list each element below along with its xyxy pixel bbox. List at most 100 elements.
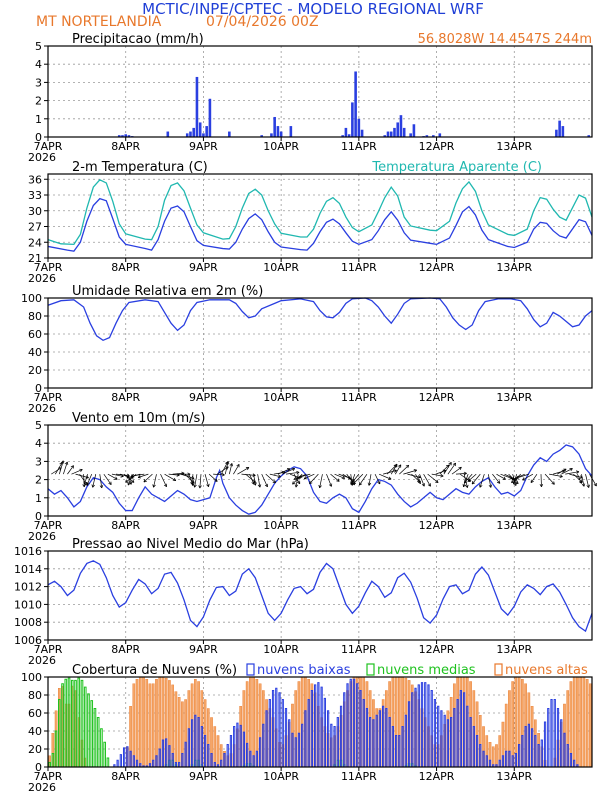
wind-arrowhead [440, 474, 444, 478]
apparent-temp-line [47, 178, 593, 246]
temp-xtick-label: 7APR [34, 261, 63, 274]
pressure-frame [47, 550, 593, 641]
pressure-xtick-label: 7APR [34, 643, 63, 656]
wind-arrow [447, 462, 456, 475]
precip-ytick-label: 1 [35, 113, 42, 126]
temp-year-label: 2026 [28, 272, 56, 285]
wind-arrow [431, 473, 444, 477]
precip-bar [189, 131, 192, 137]
clouds-ytick-label: 80 [28, 689, 42, 702]
wind-arrowhead [569, 468, 573, 472]
pressure-line [47, 560, 593, 633]
wind-arrow [83, 474, 85, 487]
wind-arrow [253, 474, 256, 486]
high-cloud-bar [511, 681, 514, 768]
clouds-xtick-label: 10APR [263, 770, 299, 783]
precip-bar [260, 135, 264, 137]
pressure-ytick-label: 1010 [14, 598, 42, 611]
wind-arrowhead [221, 473, 225, 477]
wind-arrow [54, 462, 63, 475]
clouds-ytick-label: 60 [28, 707, 42, 720]
wind-xtick-label: 10APR [263, 519, 299, 532]
wind-arrowhead [79, 468, 83, 473]
temp-ytick-label: 36 [28, 173, 42, 186]
wind-arrowhead [225, 461, 230, 465]
wind-arrow [565, 471, 580, 475]
wind-arrowhead [299, 474, 303, 479]
wind-arrow [435, 470, 446, 475]
wind-arrowhead [286, 468, 291, 472]
wind-ytick-label: 4 [35, 437, 42, 450]
clouds-title: Cobertura de Nuvens (%) [72, 663, 237, 678]
rh-title: Umidade Relativa em 2m (%) [72, 284, 263, 299]
wind-arrowhead [413, 469, 418, 473]
precip-bar [228, 131, 231, 137]
precip-bar [402, 127, 406, 137]
wind-arrowhead [551, 481, 555, 485]
mid-cloud-bar [100, 728, 103, 768]
wind-arrow [399, 464, 409, 475]
clouds-frame [47, 676, 593, 768]
wind-arrow [92, 474, 97, 488]
precip-bar [412, 124, 416, 137]
wind-xtick-label: 13APR [496, 519, 532, 532]
mid-cloud-bar [93, 708, 97, 768]
high-cloud-bar [132, 683, 136, 768]
wind-arrow [463, 473, 473, 484]
precip-bar [386, 131, 390, 137]
wind-arrow [208, 473, 218, 482]
wind-arrow [160, 473, 167, 487]
wind-panel: 0 1 2 3 4 5 7APR 8APR 9APR 10APR 11APR 12APR 13APR 20… [28, 411, 597, 543]
precip-title: Precipitacao (mm/h) [72, 32, 204, 47]
wind-arrowhead [463, 479, 468, 484]
temp-xtick-label: 11APR [341, 261, 377, 274]
wind-arrow [407, 473, 421, 478]
pressure-xtick-label: 12APR [419, 643, 455, 656]
temp-ytick-label: 27 [28, 221, 42, 234]
clouds-xtick-label: 12APR [419, 770, 455, 783]
wind-arrowhead [264, 483, 269, 488]
wind-arrow [455, 473, 467, 475]
precip-bar [166, 131, 170, 137]
precip-panel: 0 1 2 3 4 5 7APR 8APR 9APR 10APR 11APR 12APR 13APR 20… [28, 32, 593, 164]
rh-frame [47, 297, 593, 389]
wind-arrowhead [137, 475, 142, 479]
temp-xtick-label: 9APR [189, 261, 218, 274]
wind-arrow [257, 474, 261, 488]
precip-bar [344, 127, 348, 137]
high-cloud-bar [148, 683, 152, 768]
precip-bar [124, 134, 128, 137]
wind-year-label: 2026 [28, 530, 56, 543]
wind-arrow [427, 473, 439, 483]
wind-arrow [439, 464, 450, 475]
wind-arrow [479, 474, 485, 488]
wind-arrow [561, 468, 573, 475]
wind-arrowhead [393, 469, 397, 473]
wind-arrowhead [125, 479, 129, 483]
clouds-xtick-label: 7APR [34, 770, 63, 783]
wind-arrowhead [442, 469, 447, 473]
precip-bar [409, 133, 412, 137]
wind-ytick-label: 3 [35, 455, 42, 468]
pressure-ytick-label: 1012 [14, 581, 42, 594]
high-cloud-bar [177, 697, 181, 768]
temp-ytick-label: 21 [28, 252, 42, 265]
wind-arrowhead [293, 476, 298, 480]
wind-arrow [265, 473, 276, 484]
clouds-xtick-label: 8APR [111, 770, 140, 783]
wind-ytick-label: 0 [35, 510, 42, 523]
temp-xtick-label: 13APR [496, 261, 532, 274]
precip-bar [354, 71, 357, 137]
wind-arrow [237, 467, 250, 475]
precip-xtick-label: 11APR [341, 140, 377, 153]
precip-year-label: 2026 [28, 151, 56, 164]
precip-bar [273, 116, 276, 137]
mid-cloud-bar [106, 757, 110, 768]
apparent-temp-legend: Temperatura Aparente (C) [371, 160, 542, 175]
wind-arrow [213, 473, 225, 476]
wind-arrow [143, 473, 153, 483]
wind-arrowhead [462, 483, 466, 488]
wind-arrow [153, 474, 157, 488]
wind-arrow [67, 465, 74, 475]
wind-arrow [58, 460, 64, 475]
